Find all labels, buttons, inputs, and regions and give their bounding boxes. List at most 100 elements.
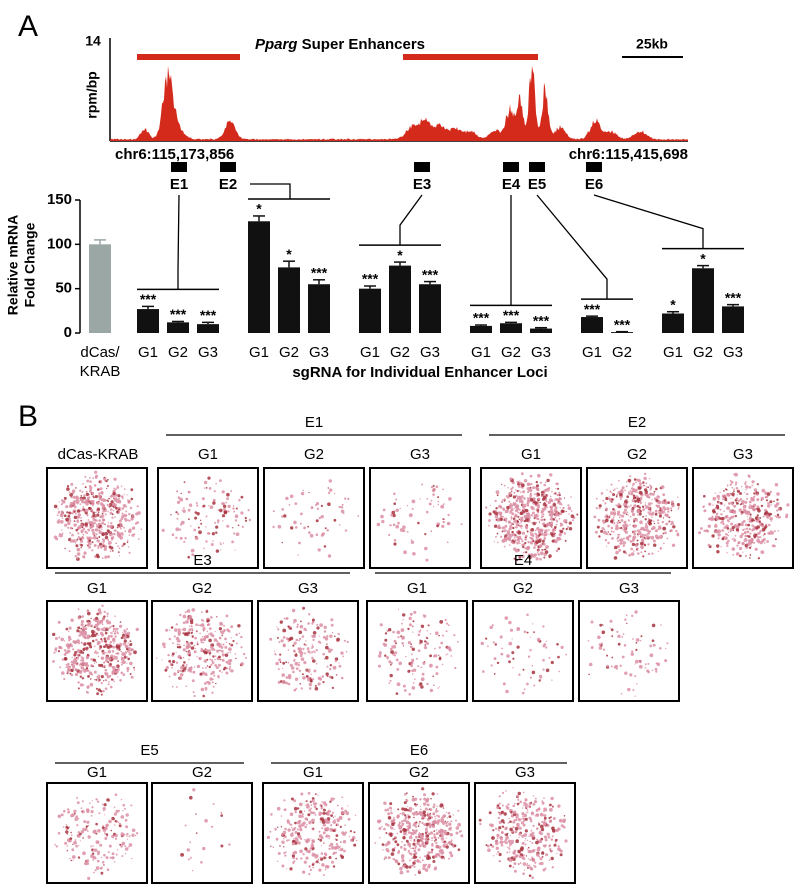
cell	[638, 512, 642, 516]
cell	[513, 491, 516, 494]
cell	[129, 661, 133, 666]
cell	[559, 524, 563, 527]
cell	[196, 504, 199, 507]
cell	[543, 807, 547, 812]
cell	[131, 857, 133, 860]
significance: ***	[533, 312, 550, 328]
cell	[644, 492, 649, 497]
cell	[419, 869, 421, 871]
cell	[98, 622, 101, 625]
panel-label: B	[18, 400, 38, 433]
cell	[762, 534, 765, 537]
cell	[601, 624, 604, 626]
cell	[319, 862, 321, 864]
cell	[774, 538, 777, 541]
cell	[521, 813, 525, 816]
cell	[722, 498, 724, 501]
bar	[308, 284, 330, 333]
cell	[303, 643, 306, 646]
micrograph	[368, 782, 470, 884]
micrograph	[151, 600, 253, 702]
cell	[618, 479, 620, 482]
cell	[133, 666, 135, 669]
cell	[523, 813, 527, 818]
cell	[188, 628, 192, 632]
cell	[529, 649, 532, 652]
cell	[499, 837, 501, 839]
cell	[535, 521, 538, 524]
cell	[187, 634, 190, 637]
cell	[105, 823, 109, 827]
cell	[128, 652, 132, 656]
cell	[401, 807, 405, 811]
cell	[217, 519, 220, 522]
cell	[506, 851, 509, 854]
cell	[437, 810, 439, 812]
cell	[74, 659, 78, 663]
cell	[548, 848, 552, 851]
cell	[550, 816, 552, 818]
cell	[79, 683, 84, 687]
cell	[84, 642, 86, 644]
cell	[766, 492, 771, 496]
guide-label: G2	[192, 764, 212, 781]
cell	[179, 497, 184, 502]
cell	[108, 681, 110, 683]
cell	[99, 843, 103, 847]
cell	[426, 826, 428, 828]
cell	[431, 837, 434, 839]
cell	[64, 523, 68, 527]
cell	[331, 677, 334, 679]
cell	[116, 510, 119, 513]
cell	[619, 492, 623, 497]
cell	[503, 529, 507, 533]
cell	[338, 505, 341, 509]
cell	[207, 624, 209, 626]
cell	[515, 514, 519, 518]
cell	[743, 509, 747, 513]
cell	[543, 483, 546, 487]
cell	[419, 836, 423, 840]
cell	[325, 857, 327, 859]
cell	[103, 610, 106, 614]
cell	[53, 651, 56, 654]
y-tick-label: 50	[55, 280, 72, 297]
cell	[200, 522, 203, 525]
bar	[248, 221, 270, 333]
cell	[408, 623, 412, 627]
cell	[522, 815, 524, 818]
cell	[228, 643, 231, 645]
cell	[543, 821, 547, 825]
x-tick-label: G3	[198, 344, 218, 361]
enhancer-label: E3	[413, 176, 431, 193]
cell	[497, 541, 499, 544]
cell	[563, 497, 566, 499]
cell	[523, 630, 527, 634]
cell	[444, 820, 447, 823]
cell	[76, 547, 81, 552]
significance: *	[397, 247, 403, 263]
cell	[93, 645, 96, 648]
cell	[77, 532, 80, 535]
cell	[374, 842, 377, 844]
cell	[553, 534, 556, 538]
cell	[725, 524, 729, 528]
cell	[491, 836, 494, 839]
cell	[400, 820, 404, 823]
cell	[115, 542, 117, 545]
cell	[100, 871, 104, 875]
cell	[424, 837, 428, 841]
cell	[106, 868, 110, 871]
cell	[520, 492, 522, 494]
cell	[234, 514, 239, 518]
cell	[508, 864, 512, 868]
cell	[117, 494, 121, 498]
cell	[317, 682, 321, 686]
cell	[567, 506, 572, 511]
cell	[489, 504, 491, 506]
cell	[637, 552, 640, 555]
cell	[643, 484, 645, 487]
guide-label: G2	[192, 580, 212, 597]
cell	[529, 858, 532, 861]
cell	[101, 521, 105, 525]
